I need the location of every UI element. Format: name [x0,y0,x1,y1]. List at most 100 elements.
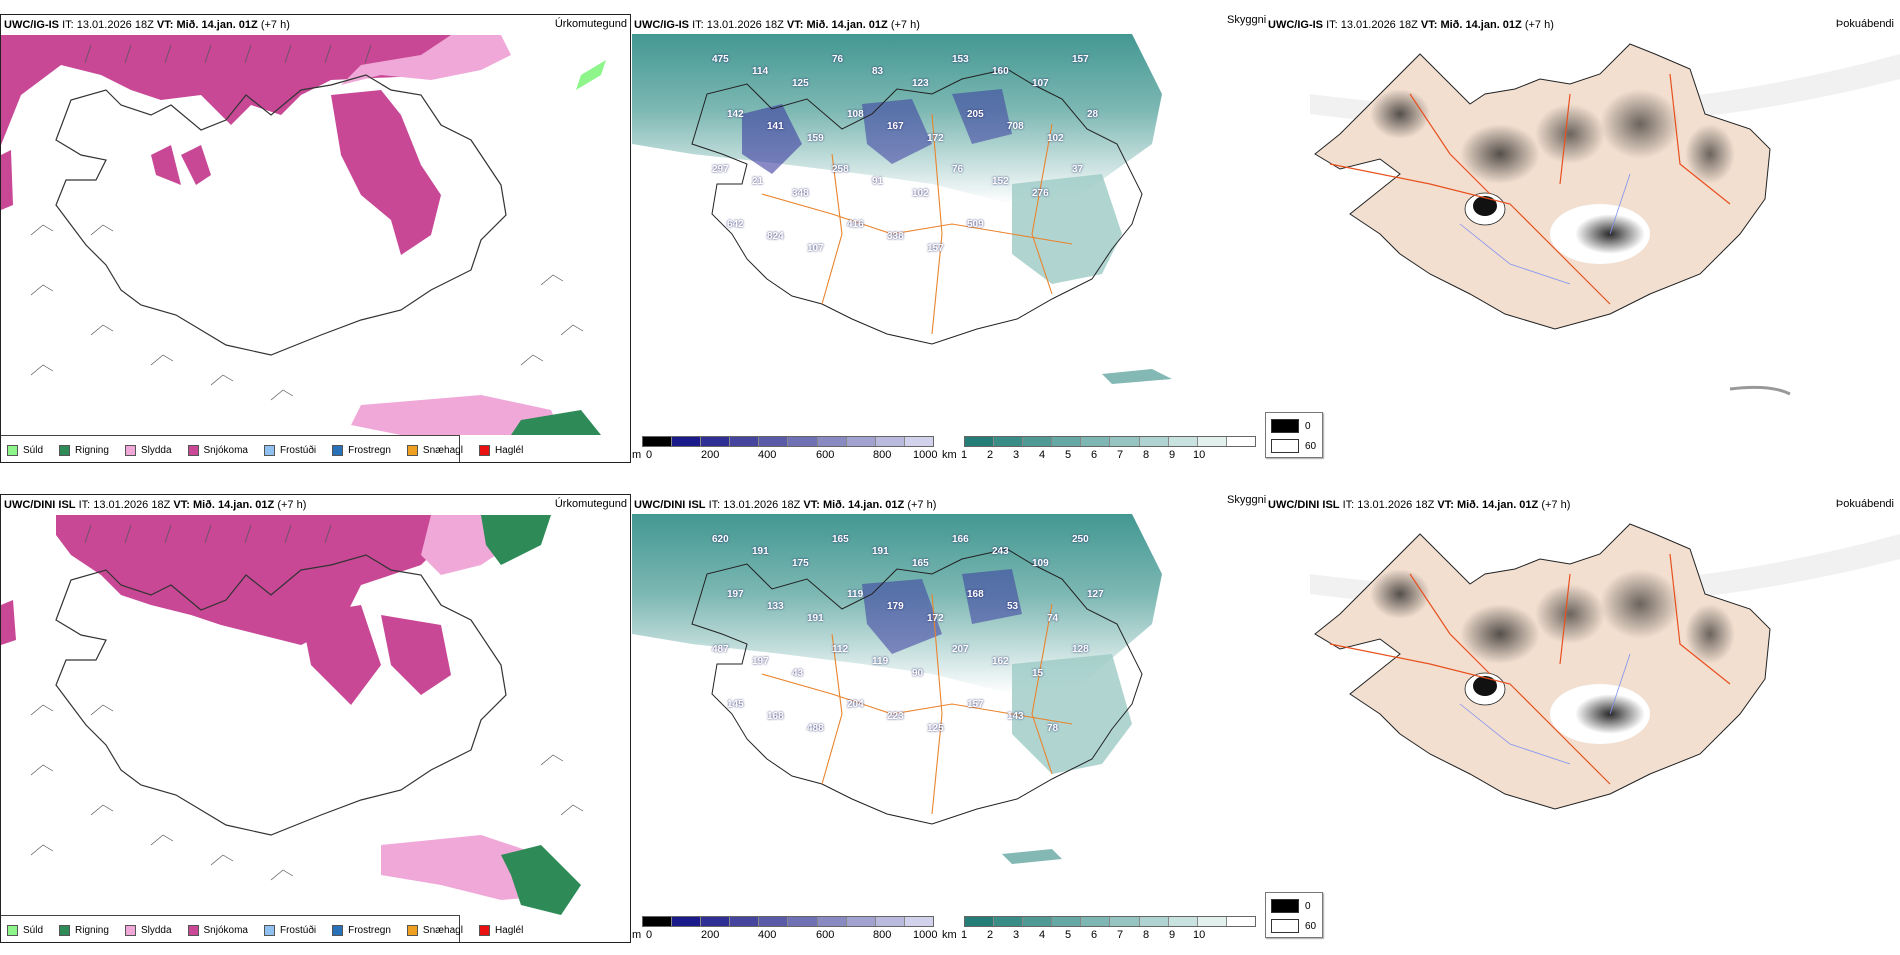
ceiling-value-label: 509 [967,219,984,230]
legend-label: Rigning [75,924,109,936]
lead-time: (+7 h) [260,19,290,31]
snow-area [301,605,381,705]
colorbar-bin [788,917,818,926]
fog-panel [1310,514,1900,924]
colorbar-tick: 5 [1065,449,1072,461]
colorbar-tick: 10 [1193,449,1206,461]
colorbar-bin [1023,437,1053,446]
ceiling-value-label: 276 [1032,188,1049,199]
colorbar-tick: 1000 [913,449,938,461]
colorbar-tick: 7 [1117,449,1124,461]
ceiling-value-label: 21 [752,176,764,187]
model-name: UWC/IG-IS [634,19,689,31]
forecast-row-dini-isl: UWC/DINI ISL IT: 13.01.2026 18Z VT: Mið.… [0,480,1900,955]
colorbar-tick: 200 [701,449,720,461]
ceiling-value-label: 167 [887,121,904,132]
vt-label: VT: [156,19,174,31]
precip-type-panel: UWC/IG-IS IT: 13.01.2026 18Z VT: Mið. 14… [0,14,631,463]
fog-legend: 0 60 [1265,412,1323,458]
ceiling-value-label: 76 [832,54,844,65]
vt-value: Mið. 14.jan. 01Z [192,499,275,511]
it-label: IT: [1342,499,1355,511]
ceiling-value-label: 416 [847,219,864,230]
colorbar-bin [730,917,760,926]
model-name: UWC/IG-IS [1268,19,1323,31]
panel-header: UWC/IG-IS IT: 13.01.2026 18Z VT: Mið. 14… [4,18,290,32]
colorbar-tick: 1000 [913,929,938,941]
swatch [1271,419,1299,433]
precip-map [1,515,584,915]
colorbar-bin [965,917,995,926]
snow-area [381,615,451,695]
panel-header: UWC/IG-IS IT: 13.01.2026 18Z VT: Mið. 14… [634,18,920,32]
fog-legend-item: 0 [1271,899,1311,913]
precip-legend: Súld Rigning Slydda Snjókoma Frostúði Fr… [1,915,523,942]
legend-label: 0 [1305,420,1311,432]
it-label: IT: [62,19,74,31]
snow-area [1,35,471,145]
swatch [1271,919,1299,933]
low-visibility-area [1012,654,1132,774]
ceiling-value-label: 165 [832,534,849,545]
colorbar-bin [643,437,673,446]
panel-header: UWC/IG-IS IT: 13.01.2026 18Z VT: Mið. 14… [1268,18,1554,32]
snow-area [1,600,16,645]
panel-header: UWC/DINI ISL IT: 13.01.2026 18Z VT: Mið.… [1268,498,1570,512]
ceiling-value-label: 74 [1047,613,1059,624]
ceiling-value-label: 145 [727,699,744,710]
legend-item-haglel: Haglél [478,444,523,456]
colorbar-tick: 800 [873,449,892,461]
legend-label: Snjókoma [203,444,248,456]
legend-label: Snæhagl [422,444,463,456]
lead-time: (+7 h) [890,19,920,31]
roads [761,113,1073,335]
colorbar-bin [1197,917,1227,926]
fog-spot [1685,604,1735,664]
ceiling-value-label: 207 [952,644,969,655]
colorbar-tick: 6 [1091,929,1098,941]
snow-area [331,90,441,255]
vt-value: Mið. 14.jan. 01Z [1440,19,1522,31]
ceiling-value-label: 15 [1032,668,1044,679]
ceiling-value-label: 191 [807,613,824,624]
ceiling-value-label: 114 [752,66,769,77]
ceiling-value-label: 243 [992,546,1009,557]
legend-item-snaehagl: Snæhagl [406,924,463,936]
model-name: UWC/DINI ISL [4,499,76,511]
it-label: IT: [708,499,721,511]
low-visibility-area [1102,369,1172,384]
sleet-area [341,35,511,85]
colorbar-bin [1168,437,1198,446]
ceiling-value-label: 143 [1007,711,1024,722]
fog-legend: 0 60 [1265,892,1323,938]
colorbar-tick: 1 [961,929,968,941]
swatch [478,924,490,936]
colorbar-bin [1110,917,1140,926]
swatch [406,924,418,936]
ceiling-value-label: 142 [727,109,744,120]
low-ceiling-area [742,104,802,174]
visibility-map [632,514,1162,864]
ceiling-value-label: 78 [1047,723,1059,734]
fog-spot [1460,604,1540,664]
ceiling-value-label: 172 [927,133,944,144]
legend-item-frostudi: Frostúði [263,444,316,456]
legend-item-rigning: Rigning [59,924,109,936]
visibility-colorbar: km 1 2 3 4 5 6 7 8 9 10 [942,436,1262,464]
colorbar-tick: 8 [1143,929,1150,941]
ceiling-value-label: 157 [967,699,984,710]
legend-label: Slydda [140,444,172,456]
ceiling-value-label: 297 [712,164,729,175]
swatch [263,444,275,456]
colorbar-bin [672,917,702,926]
it-value: 13.01.2026 18Z [76,19,154,31]
colorbar-bin [701,917,731,926]
ceiling-value-label: 824 [767,231,784,242]
colorbar-unit: m [632,449,642,461]
ceiling-value-label: 258 [832,164,849,175]
legend-label: Frostúði [279,924,317,936]
ceiling-colorbar: m 0 200 400 600 800 1000 [632,916,942,944]
swatch [406,444,418,456]
ceiling-value-label: 123 [912,78,929,89]
legend-item-frostregn: Frostregn [332,444,391,456]
